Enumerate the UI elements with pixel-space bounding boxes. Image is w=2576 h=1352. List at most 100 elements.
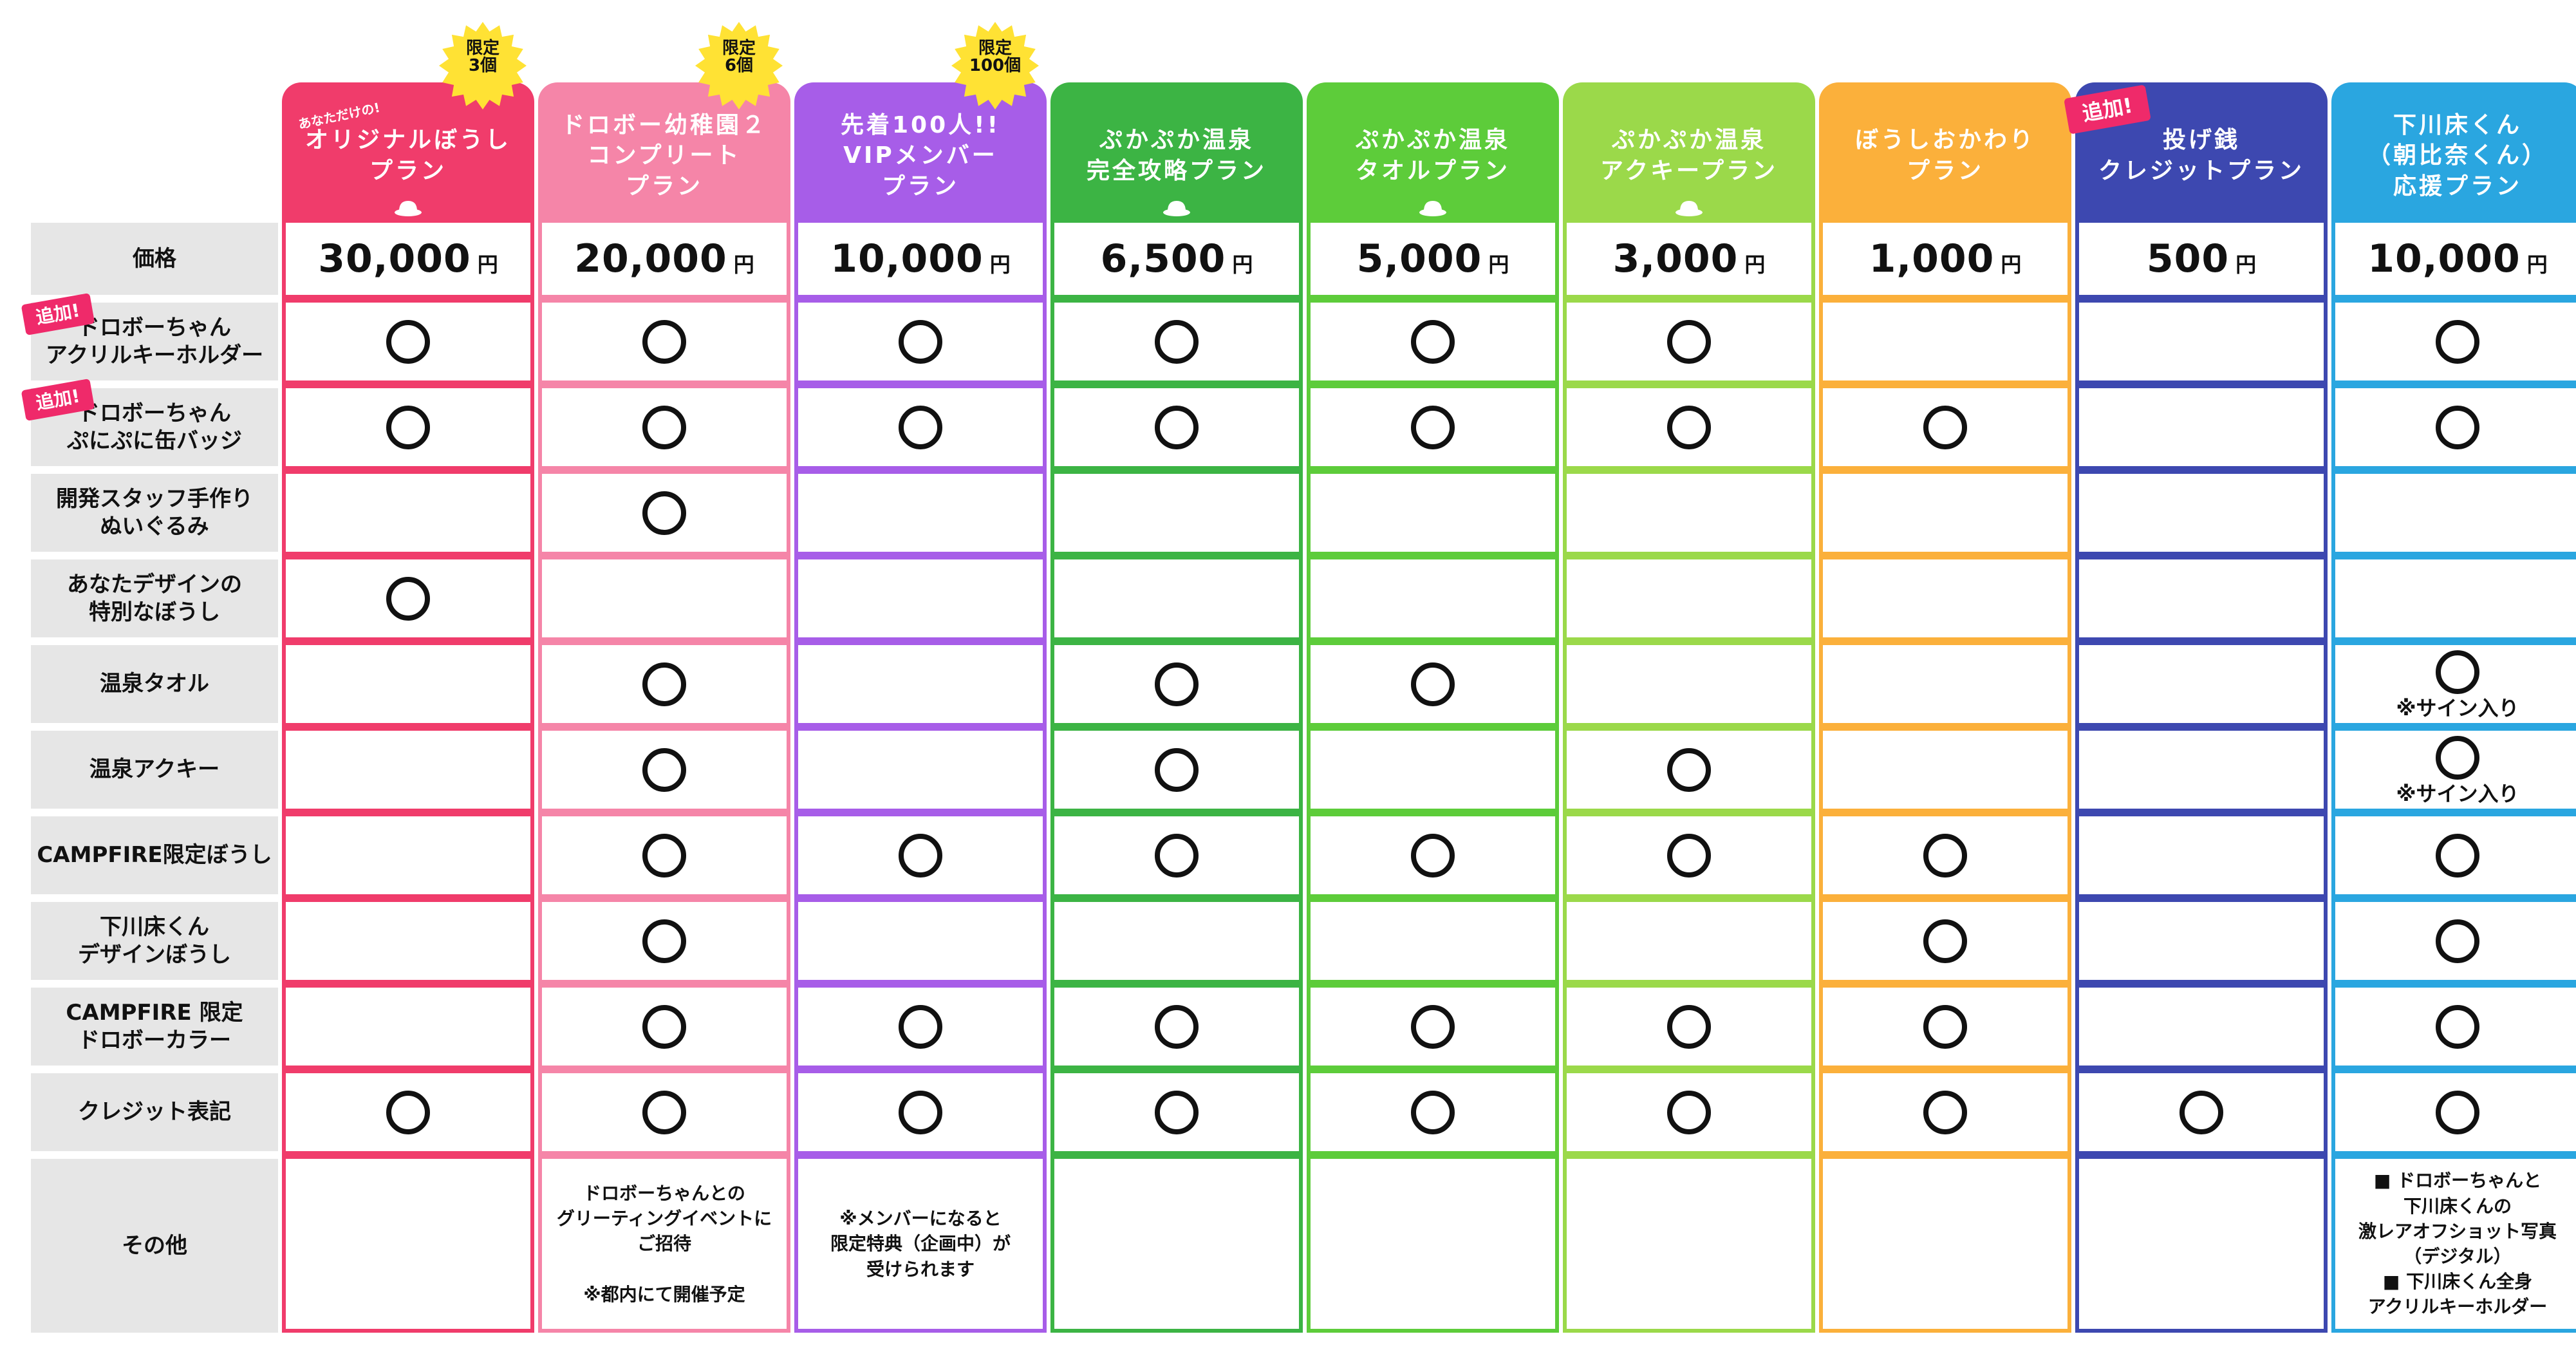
included-circle-icon bbox=[1923, 833, 1967, 878]
reward-cell bbox=[794, 902, 1047, 988]
included-circle-icon bbox=[1155, 405, 1199, 449]
price: 6,500 円 bbox=[1101, 236, 1253, 281]
price-cell-p3: 10,000 円 bbox=[794, 223, 1047, 303]
included-circle-icon bbox=[386, 576, 430, 621]
price-currency: 円 bbox=[477, 252, 498, 277]
reward-cell bbox=[1307, 731, 1559, 816]
included-circle-icon bbox=[899, 319, 942, 364]
row-label-price: 価格 bbox=[31, 223, 278, 303]
reward-cell bbox=[794, 303, 1047, 388]
reward-cell bbox=[2331, 303, 2576, 388]
included-circle-icon bbox=[642, 319, 686, 364]
included-circle-icon bbox=[1155, 833, 1199, 878]
included-circle-icon bbox=[642, 833, 686, 878]
other-cell bbox=[1307, 1159, 1559, 1333]
row-label-text: 開発スタッフ手作り ぬいぐるみ bbox=[56, 486, 253, 540]
included-circle-icon bbox=[642, 1090, 686, 1134]
plan-title: ぷかぷか温泉 タオルプラン bbox=[1355, 127, 1510, 184]
reward-cell bbox=[1307, 388, 1559, 474]
included-circle-icon bbox=[642, 491, 686, 535]
included-circle-icon bbox=[1411, 1090, 1455, 1134]
reward-cell bbox=[2075, 303, 2328, 388]
plan-title: オリジナルぼうし プラン bbox=[304, 127, 511, 184]
plan-title: ぷかぷか温泉 完全攻略プラン bbox=[1086, 127, 1267, 184]
price-cell-p9: 10,000 円 bbox=[2331, 223, 2576, 303]
cap-icon bbox=[393, 198, 423, 216]
reward-cell bbox=[282, 988, 534, 1073]
reward-cell bbox=[2331, 1073, 2576, 1159]
onsen-icon bbox=[1162, 198, 1191, 216]
included-circle-icon bbox=[1155, 1090, 1199, 1134]
included-circle-icon bbox=[642, 405, 686, 449]
reward-cell bbox=[1819, 988, 2071, 1073]
reward-cell bbox=[1307, 474, 1559, 559]
included-circle-icon bbox=[2436, 919, 2479, 963]
reward-cell bbox=[538, 559, 790, 645]
reward-cell bbox=[2075, 816, 2328, 902]
price: 3,000 円 bbox=[1613, 236, 1766, 281]
reward-cell bbox=[282, 303, 534, 388]
reward-cell bbox=[2075, 559, 2328, 645]
included-circle-icon bbox=[1923, 919, 1967, 963]
reward-cell bbox=[538, 988, 790, 1073]
other-cell bbox=[1563, 1159, 1815, 1333]
reward-cell bbox=[1307, 902, 1559, 988]
included-circle-icon bbox=[2436, 319, 2479, 364]
included-circle-icon bbox=[1667, 1090, 1711, 1134]
price-value: 3,000 bbox=[1612, 236, 1739, 281]
reward-cell bbox=[1819, 645, 2071, 731]
included-circle-icon bbox=[1155, 1004, 1199, 1049]
plan-title: ぼうしおかわり プラン bbox=[1854, 127, 2035, 184]
price-cell-p7: 1,000 円 bbox=[1819, 223, 2071, 303]
reward-cell bbox=[1050, 388, 1303, 474]
plan-header-p6: ぷかぷか温泉 アクキープラン bbox=[1563, 82, 1815, 223]
reward-cell bbox=[282, 731, 534, 816]
row-label: 温泉タオル bbox=[31, 645, 278, 731]
price-cell-p4: 6,500 円 bbox=[1050, 223, 1303, 303]
reward-cell bbox=[2331, 474, 2576, 559]
reward-cell bbox=[1819, 388, 2071, 474]
other-cell bbox=[282, 1159, 534, 1333]
price-cell-p2: 20,000 円 bbox=[538, 223, 790, 303]
price-currency: 円 bbox=[989, 252, 1011, 277]
reward-cell bbox=[1307, 303, 1559, 388]
row-label-text: 下川床くん デザインぼうし bbox=[78, 914, 231, 968]
plan-title: 投げ銭 クレジットプラン bbox=[2098, 127, 2304, 184]
reward-cell bbox=[1563, 303, 1815, 388]
reward-cell bbox=[1819, 1073, 2071, 1159]
row-label-text: CAMPFIRE限定ぼうし bbox=[37, 842, 272, 868]
limited-badge-label: 限定 3個 bbox=[465, 39, 499, 76]
reward-cell bbox=[794, 388, 1047, 474]
reward-cell bbox=[1819, 902, 2071, 988]
row-label-other: その他 bbox=[31, 1159, 278, 1333]
price: 20,000 円 bbox=[574, 236, 754, 281]
price-value: 20,000 bbox=[574, 236, 727, 281]
price-value: 1,000 bbox=[1869, 236, 1995, 281]
price-currency: 円 bbox=[2526, 252, 2548, 277]
price-currency: 円 bbox=[2001, 252, 2022, 277]
other-text: ※メンバーになると 限定特典（企画中）が 受けられます bbox=[830, 1208, 1011, 1280]
reward-cell bbox=[1819, 303, 2071, 388]
other-cell bbox=[1050, 1159, 1303, 1333]
reward-cell bbox=[2075, 474, 2328, 559]
other-cell: ※メンバーになると 限定特典（企画中）が 受けられます bbox=[794, 1159, 1047, 1333]
price: 1,000 円 bbox=[1869, 236, 2022, 281]
reward-cell bbox=[1819, 474, 2071, 559]
included-circle-icon bbox=[1667, 319, 1711, 364]
reward-cell: ※サイン入り bbox=[2331, 645, 2576, 731]
other-text: ドロボーちゃんとの グリーティングイベントに ご招待 ※都内にて開催予定 bbox=[556, 1183, 772, 1305]
price: 10,000 円 bbox=[2367, 236, 2548, 281]
other-cell: ドロボーちゃんとの グリーティングイベントに ご招待 ※都内にて開催予定 bbox=[538, 1159, 790, 1333]
price: 10,000 円 bbox=[830, 236, 1011, 281]
included-circle-icon bbox=[2436, 1004, 2479, 1049]
plan-header-p2: ドロボー幼稚園２ コンプリート プラン 限定 6個 bbox=[538, 22, 790, 223]
included-circle-icon bbox=[1667, 833, 1711, 878]
plan-header-p1: オリジナルぼうし プラン あなただけの! 限定 3個 bbox=[282, 22, 534, 223]
included-circle-icon bbox=[899, 833, 942, 878]
reward-cell bbox=[538, 731, 790, 816]
price: 30,000 円 bbox=[318, 236, 498, 281]
reward-cell bbox=[1050, 816, 1303, 902]
price-value: 30,000 bbox=[318, 236, 471, 281]
other-cell bbox=[1819, 1159, 2071, 1333]
included-circle-icon bbox=[2436, 650, 2479, 694]
